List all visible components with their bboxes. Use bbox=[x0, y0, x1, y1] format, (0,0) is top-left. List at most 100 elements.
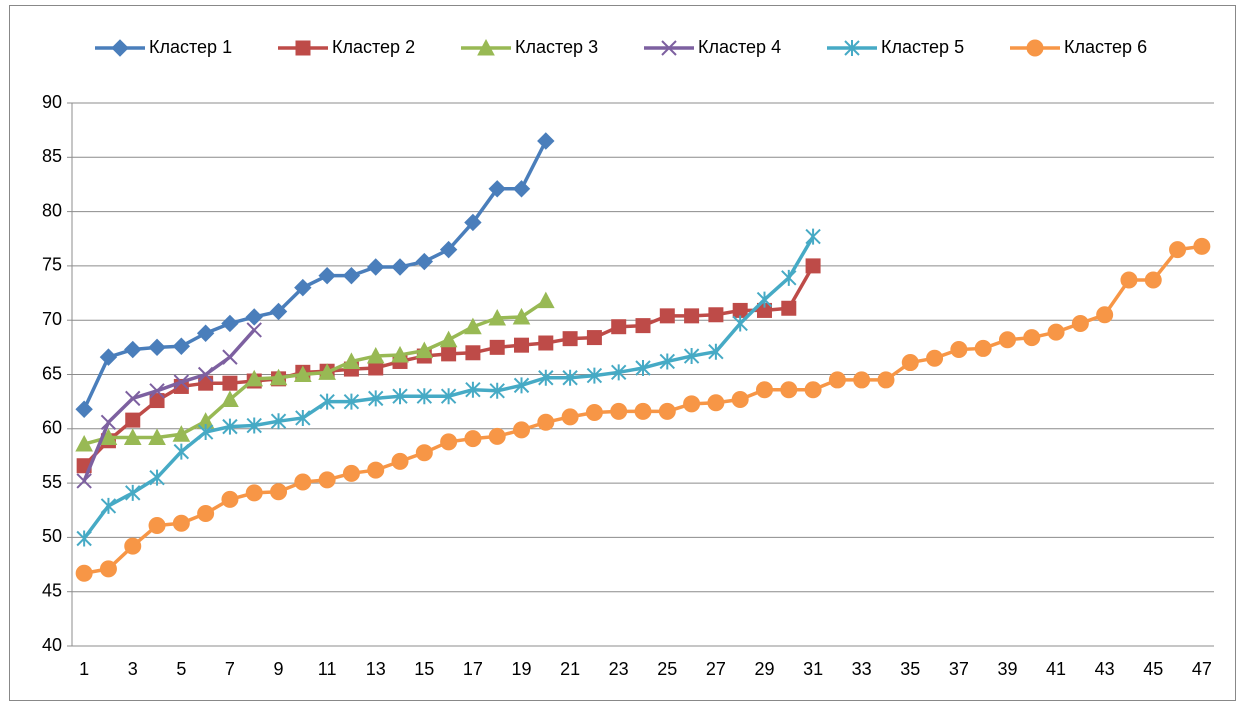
legend-label: Кластер 6 bbox=[1064, 37, 1147, 57]
point bbox=[367, 258, 385, 276]
x-tick-label: 15 bbox=[414, 659, 434, 679]
point bbox=[172, 337, 191, 355]
point bbox=[319, 393, 335, 410]
point bbox=[392, 388, 408, 405]
point bbox=[197, 424, 214, 441]
point bbox=[342, 464, 360, 482]
point bbox=[901, 354, 919, 372]
point bbox=[780, 381, 798, 399]
point bbox=[221, 490, 239, 508]
point bbox=[125, 390, 141, 407]
point bbox=[514, 337, 530, 353]
point bbox=[464, 430, 482, 448]
point bbox=[464, 213, 482, 232]
legend-label: Кластер 1 bbox=[149, 37, 232, 57]
point bbox=[221, 314, 239, 333]
point bbox=[125, 484, 141, 501]
point bbox=[416, 388, 433, 405]
point bbox=[610, 364, 627, 381]
point bbox=[124, 340, 142, 359]
point bbox=[293, 365, 312, 382]
y-tick-label: 65 bbox=[42, 363, 62, 383]
point bbox=[197, 366, 214, 383]
point bbox=[173, 374, 190, 390]
point bbox=[440, 433, 458, 451]
point bbox=[222, 418, 238, 435]
point bbox=[439, 330, 458, 348]
point bbox=[196, 324, 215, 342]
x-tick-label: 29 bbox=[754, 659, 774, 679]
point bbox=[269, 368, 288, 386]
point bbox=[172, 425, 191, 442]
point bbox=[732, 315, 748, 332]
chart-frame bbox=[9, 5, 1236, 701]
y-tick-label: 70 bbox=[42, 309, 62, 329]
point bbox=[100, 414, 117, 430]
point bbox=[318, 471, 336, 489]
point bbox=[149, 393, 165, 409]
point bbox=[439, 240, 458, 259]
point bbox=[586, 367, 603, 384]
point bbox=[974, 339, 992, 357]
point bbox=[998, 331, 1016, 349]
point bbox=[197, 505, 215, 523]
point bbox=[222, 375, 238, 391]
point bbox=[950, 341, 968, 359]
point bbox=[659, 308, 675, 324]
point bbox=[295, 409, 311, 426]
point bbox=[635, 359, 651, 376]
point bbox=[245, 484, 263, 502]
x-tick-label: 35 bbox=[900, 659, 920, 679]
point bbox=[391, 345, 409, 363]
y-tick-label: 40 bbox=[42, 635, 62, 655]
point bbox=[489, 339, 505, 355]
point bbox=[708, 343, 724, 360]
point bbox=[1144, 271, 1162, 289]
point bbox=[270, 413, 287, 430]
point bbox=[683, 395, 701, 413]
legend-marker bbox=[111, 39, 129, 57]
point bbox=[391, 452, 409, 470]
point bbox=[781, 300, 797, 316]
point bbox=[76, 530, 92, 547]
x-tick-label: 7 bbox=[225, 659, 235, 679]
point bbox=[1071, 314, 1089, 332]
point bbox=[222, 349, 238, 365]
point bbox=[294, 473, 312, 491]
point bbox=[755, 381, 773, 399]
point bbox=[634, 402, 652, 420]
x-tick-label: 39 bbox=[997, 659, 1017, 679]
x-tick-label: 21 bbox=[560, 659, 580, 679]
point bbox=[148, 338, 166, 357]
x-tick-label: 41 bbox=[1046, 659, 1066, 679]
point bbox=[707, 394, 725, 412]
point bbox=[124, 537, 142, 555]
point bbox=[172, 514, 190, 532]
x-tick-label: 1 bbox=[79, 659, 89, 679]
point bbox=[513, 377, 530, 394]
point bbox=[75, 564, 93, 582]
point bbox=[828, 371, 846, 389]
point bbox=[342, 266, 361, 285]
point bbox=[367, 461, 385, 479]
point bbox=[537, 413, 555, 431]
y-tick-label: 50 bbox=[42, 526, 62, 546]
point bbox=[659, 353, 676, 370]
point bbox=[148, 428, 166, 445]
legend-label: Кластер 2 bbox=[332, 37, 415, 57]
point bbox=[415, 444, 433, 462]
point bbox=[489, 382, 505, 399]
x-tick-label: 27 bbox=[706, 659, 726, 679]
point bbox=[635, 318, 651, 334]
point bbox=[512, 307, 531, 325]
x-tick-label: 3 bbox=[128, 659, 138, 679]
point bbox=[708, 307, 724, 323]
point bbox=[1047, 323, 1065, 341]
x-tick-label: 23 bbox=[609, 659, 629, 679]
x-tick-label: 25 bbox=[657, 659, 677, 679]
point bbox=[488, 308, 507, 326]
point bbox=[246, 322, 262, 338]
point bbox=[318, 363, 336, 380]
point bbox=[318, 266, 336, 285]
